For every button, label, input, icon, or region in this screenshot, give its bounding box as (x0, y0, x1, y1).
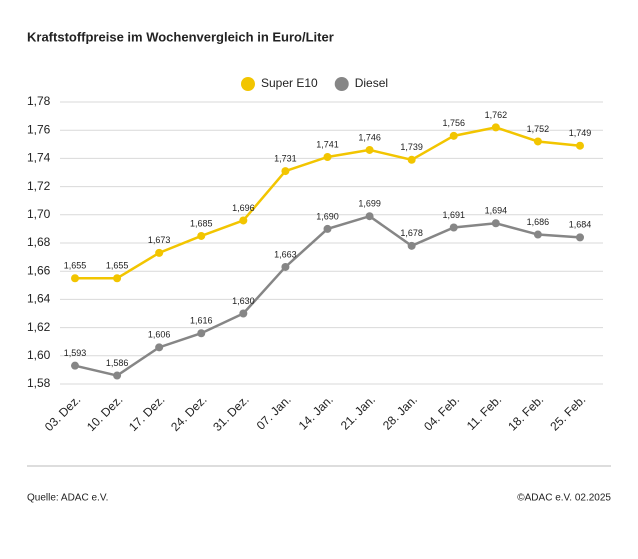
y-tick-label: 1,60 (27, 348, 51, 362)
x-tick-label: 14. Jan. (296, 392, 336, 432)
data-label: 1,752 (527, 124, 550, 134)
data-label: 1,655 (106, 261, 129, 271)
series-line (75, 126, 581, 280)
data-label: 1,606 (148, 330, 171, 340)
x-tick-label: 18. Feb. (505, 392, 546, 433)
y-tick-label: 1,70 (27, 207, 51, 221)
data-label: 1,678 (400, 228, 423, 238)
data-point (197, 231, 206, 240)
x-tick-label: 07. Jan. (254, 392, 294, 432)
data-point (533, 230, 542, 239)
data-point (239, 309, 248, 318)
data-label: 1,686 (527, 217, 550, 227)
legend-label: Diesel (355, 76, 388, 90)
x-tick-label: 21. Jan. (338, 392, 378, 432)
legend-marker (334, 77, 349, 91)
data-label: 1,749 (569, 128, 592, 138)
data-point (449, 131, 458, 140)
data-label: 1,696 (232, 203, 255, 213)
data-point (113, 371, 122, 380)
data-label: 1,663 (274, 249, 297, 259)
y-tick-label: 1,68 (27, 235, 51, 249)
data-point (491, 123, 500, 132)
data-label: 1,684 (569, 220, 592, 230)
y-tick-label: 1,66 (27, 263, 51, 277)
data-point (155, 248, 164, 257)
data-label: 1,586 (106, 358, 129, 368)
y-tick-label: 1,76 (27, 122, 51, 136)
y-tick-label: 1,58 (27, 376, 51, 390)
data-label: 1,691 (442, 210, 465, 220)
legend-label: Super E10 (261, 76, 318, 90)
x-tick-label: 11. Feb. (464, 392, 504, 432)
data-label: 1,685 (190, 218, 213, 228)
x-tick-label: 31. Dez. (210, 392, 252, 434)
data-label: 1,630 (232, 296, 255, 306)
x-tick-label: 04. Feb. (421, 392, 462, 433)
y-tick-label: 1,64 (27, 292, 51, 306)
y-tick-label: 1,74 (27, 151, 51, 165)
x-tick-label: 25. Feb. (547, 392, 588, 433)
y-tick-label: 1,62 (27, 320, 51, 334)
data-point (491, 219, 500, 228)
data-point (533, 137, 542, 146)
data-point (323, 152, 332, 161)
data-label: 1,673 (148, 235, 171, 245)
data-label: 1,593 (64, 348, 87, 358)
x-tick-label: 10. Dez. (84, 392, 126, 434)
data-point (197, 329, 206, 338)
y-tick-label: 1,78 (27, 94, 51, 108)
x-tick-label: 17. Dez. (126, 392, 168, 434)
data-point (407, 241, 416, 250)
data-label: 1,746 (358, 132, 381, 142)
x-tick-label: 28. Jan. (380, 392, 420, 432)
data-point (281, 167, 290, 176)
data-label: 1,756 (442, 118, 465, 128)
data-point (71, 361, 79, 370)
data-point (113, 274, 122, 283)
data-point (281, 262, 290, 271)
data-label: 1,699 (358, 199, 381, 209)
data-label: 1,762 (485, 110, 508, 120)
legend-marker (241, 77, 255, 91)
data-label: 1,616 (190, 316, 213, 326)
data-label: 1,731 (274, 153, 297, 163)
data-point (323, 224, 332, 233)
data-label: 1,694 (485, 206, 508, 216)
credit: ©ADAC e.V. 02.2025 (517, 493, 611, 504)
source: Quelle: ADAC e.V. (27, 493, 108, 504)
data-point (71, 274, 79, 283)
data-point (239, 216, 248, 225)
y-tick-label: 1,72 (27, 179, 51, 193)
data-point (449, 223, 458, 232)
data-point (365, 212, 374, 221)
x-tick-label: 03. Dez. (42, 392, 84, 434)
data-point (407, 155, 416, 164)
data-label: 1,741 (316, 139, 339, 149)
data-point (365, 145, 374, 154)
chart-title: Kraftstoffpreise im Wochenvergleich in E… (27, 29, 334, 44)
data-point (576, 233, 584, 242)
data-label: 1,690 (316, 211, 339, 221)
data-label: 1,739 (400, 142, 423, 152)
data-label: 1,655 (64, 261, 87, 271)
data-point (155, 343, 164, 352)
data-point (576, 141, 584, 150)
x-tick-label: 24. Dez. (168, 392, 210, 434)
